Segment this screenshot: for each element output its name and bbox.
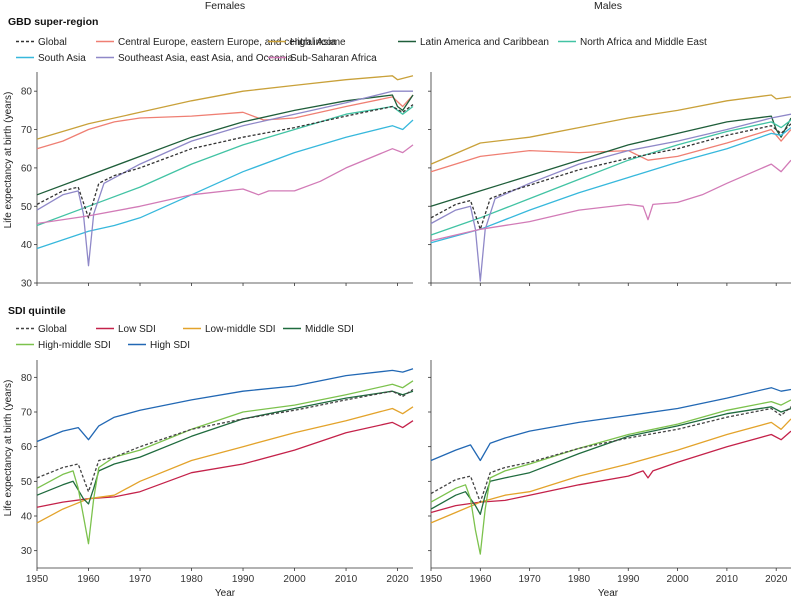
y-tick-label: 30 <box>21 279 33 290</box>
series-line-high-income <box>430 94 791 165</box>
y-tick-label: 30 <box>21 546 33 557</box>
series-line-high-middle-sdi <box>36 380 414 545</box>
legend-label: Low SDI <box>118 324 156 335</box>
legend-item-sdi-high-sdi: High SDI <box>128 340 190 351</box>
x-axis-label-females: Year <box>215 588 236 598</box>
series-line-north-africa-and-middle-east <box>36 105 414 227</box>
legend-label: High-middle SDI <box>38 340 111 351</box>
x-tick-label: 1980 <box>568 574 591 585</box>
section-title-sdi: SDI quintile <box>8 305 66 317</box>
legend-label: High income <box>290 37 346 48</box>
legend-item-gbd-south-asia: South Asia <box>16 53 86 64</box>
legend-item-gbd-global: Global <box>16 37 67 48</box>
column-title-females: Females <box>205 0 245 12</box>
y-tick-label: 50 <box>21 477 33 488</box>
column-title-males: Males <box>594 0 622 12</box>
x-axis-label-males: Year <box>598 588 619 598</box>
x-tick-label: 1960 <box>77 574 100 585</box>
series-line-south-asia <box>430 127 791 244</box>
x-tick-label: 1970 <box>519 574 542 585</box>
y-axis-label-bottom: Life expectancy at birth (years) <box>3 380 14 517</box>
series-line-south-asia <box>36 119 414 250</box>
legend-item-gbd-high-income: High income <box>268 37 346 48</box>
legend-item-gbd-central-europe-eastern-europe-and-central-asia: Central Europe, eastern Europe, and cent… <box>96 37 336 48</box>
series-line-latin-america-and-caribbean <box>36 94 414 196</box>
y-tick-label: 80 <box>21 373 33 384</box>
panel-gbd-males <box>428 72 791 286</box>
legend-label: Global <box>38 324 67 335</box>
x-tick-label: 2000 <box>283 574 306 585</box>
x-tick-label: 1960 <box>469 574 492 585</box>
y-tick-label: 70 <box>21 408 33 419</box>
legend-item-sdi-middle-sdi: Middle SDI <box>283 324 354 335</box>
series-line-sub-saharan-africa <box>430 159 791 242</box>
series-line-middle-sdi <box>430 406 791 515</box>
legend-item-gbd-southeast-asia-east-asia-and-oceania: Southeast Asia, east Asia, and Oceania <box>96 53 294 64</box>
panel-gbd-females: 30 40 50 60 70 80 <box>21 72 414 290</box>
legend-label: Latin America and Caribbean <box>420 37 549 48</box>
x-tick-label: 1990 <box>232 574 255 585</box>
legend-label: Middle SDI <box>305 324 354 335</box>
series-line-latin-america-and-caribbean <box>430 115 791 207</box>
section-title-gbd: GBD super-region <box>8 16 98 28</box>
legend-item-gbd-sub-saharan-africa: Sub-Saharan Africa <box>268 53 377 64</box>
y-tick-label: 60 <box>21 163 33 174</box>
x-tick-label: 2000 <box>666 574 689 585</box>
series-line-southeast-asia-east-asia-and-oceania <box>430 113 791 282</box>
y-tick-label: 80 <box>21 87 33 98</box>
series-line-global <box>36 388 414 493</box>
series-line-high-income <box>36 75 414 140</box>
x-tick-label: 1990 <box>617 574 640 585</box>
panel-sdi-females: 30 40 50 60 70 80 1950 1960 1970 1980 1990 2000 2010… <box>21 360 414 585</box>
legend-label: High SDI <box>150 340 190 351</box>
y-tick-label: 40 <box>21 240 33 251</box>
series-line-high-sdi <box>36 368 414 443</box>
legend-label: Low-middle SDI <box>205 324 276 335</box>
legend-label: North Africa and Middle East <box>580 37 707 48</box>
series-line-global <box>36 104 414 219</box>
series-line-southeast-asia-east-asia-and-oceania <box>36 90 413 267</box>
legend-item-sdi-high-middle-sdi: High-middle SDI <box>16 340 111 351</box>
series-line-global <box>430 406 791 503</box>
series-line-high-middle-sdi <box>430 399 791 555</box>
series-line-low-middle-sdi <box>430 418 791 524</box>
y-axis-label-top: Life expectancy at birth (years) <box>3 92 14 229</box>
y-tick-label: 70 <box>21 125 33 136</box>
panel-sdi-males: 1950 1960 1970 1980 1990 2000 2010 2020 <box>420 360 791 585</box>
legend-item-gbd-north-africa-and-middle-east: North Africa and Middle East <box>558 37 707 48</box>
x-tick-label: 1970 <box>129 574 152 585</box>
series-line-central-europe-eastern-europe-and-central-asia <box>36 94 414 150</box>
legend-item-sdi-low-middle-sdi: Low-middle SDI <box>183 324 276 335</box>
x-tick-label: 1950 <box>420 574 443 585</box>
legend-item-gbd-latin-america-and-caribbean: Latin America and Caribbean <box>398 37 549 48</box>
series-line-sub-saharan-africa <box>36 144 414 225</box>
x-tick-label: 2020 <box>386 574 409 585</box>
legend-label: Sub-Saharan Africa <box>290 53 377 64</box>
series-line-high-sdi <box>430 387 791 462</box>
x-tick-label: 2010 <box>716 574 739 585</box>
legend-label: Central Europe, eastern Europe, and cent… <box>118 37 336 48</box>
chart-panels: 30 40 50 60 70 80 30 40 50 60 70 80 1950 1960 1970 1980… <box>21 72 791 585</box>
series-line-central-europe-eastern-europe-and-central-asia <box>430 128 791 173</box>
legend-item-sdi-low-sdi: Low SDI <box>96 324 156 335</box>
x-tick-label: 2020 <box>765 574 788 585</box>
series-line-north-africa-and-middle-east <box>430 119 791 236</box>
series-line-low-sdi <box>430 430 791 514</box>
legend-label: Global <box>38 37 67 48</box>
y-tick-label: 60 <box>21 442 33 453</box>
series-line-middle-sdi <box>36 390 414 505</box>
legend-label: Southeast Asia, east Asia, and Oceania <box>118 53 294 64</box>
x-tick-label: 2010 <box>335 574 358 585</box>
y-tick-label: 40 <box>21 512 33 523</box>
x-tick-label: 1950 <box>26 574 49 585</box>
x-tick-label: 1980 <box>180 574 203 585</box>
y-tick-label: 50 <box>21 202 33 213</box>
legend-item-sdi-global: Global <box>16 324 67 335</box>
legend-label: South Asia <box>38 53 86 64</box>
legends: Global Central Europe, eastern Europe, an… <box>16 37 707 351</box>
